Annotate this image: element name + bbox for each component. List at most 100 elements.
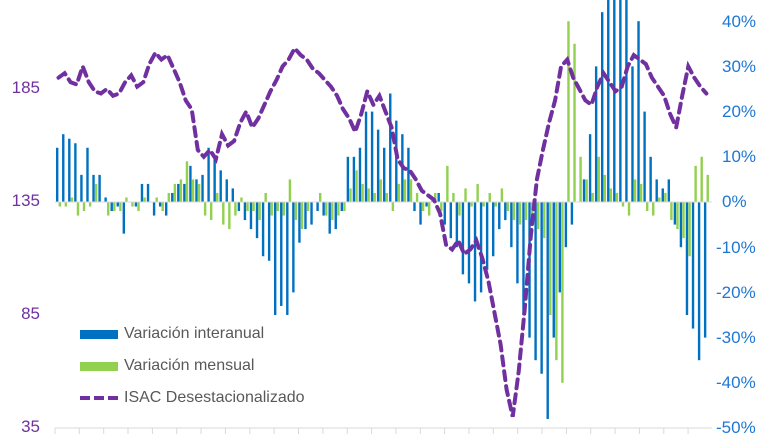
series-variacion-mensual xyxy=(58,21,709,383)
bar xyxy=(609,188,613,202)
bar xyxy=(294,202,298,221)
right-axis-tick-10: 10% xyxy=(722,147,757,166)
bar xyxy=(395,120,398,202)
bar xyxy=(203,202,207,216)
bar xyxy=(413,202,416,212)
bar xyxy=(74,143,77,202)
bar xyxy=(603,174,606,202)
bar xyxy=(506,202,510,212)
right-axis-tick-30: 30% xyxy=(722,57,757,76)
bar xyxy=(331,202,334,221)
bar xyxy=(282,202,286,216)
bar xyxy=(652,202,655,216)
bar xyxy=(619,0,622,202)
bar xyxy=(298,202,301,243)
bar xyxy=(594,66,598,203)
bar xyxy=(415,192,419,202)
bar xyxy=(661,188,664,202)
bar xyxy=(561,202,564,383)
bar xyxy=(76,202,80,216)
bar xyxy=(246,202,249,212)
legend-dash-isac xyxy=(80,396,118,400)
bar xyxy=(464,188,467,202)
bar xyxy=(467,202,471,284)
bar xyxy=(280,202,283,306)
bar xyxy=(252,202,255,212)
bar xyxy=(670,202,673,221)
bar xyxy=(270,202,273,216)
bar xyxy=(195,179,198,202)
bar xyxy=(286,202,289,315)
bar xyxy=(679,202,683,248)
bar xyxy=(216,192,219,202)
bar xyxy=(555,202,558,361)
bar xyxy=(222,202,225,225)
bar xyxy=(337,202,340,216)
bar xyxy=(328,202,331,234)
bar xyxy=(346,156,350,202)
bar xyxy=(389,93,392,202)
bar xyxy=(152,202,156,216)
bar xyxy=(249,202,253,230)
bar xyxy=(518,202,522,225)
bar xyxy=(219,170,222,202)
bar xyxy=(512,202,516,221)
bar xyxy=(373,192,376,202)
bar xyxy=(88,202,92,207)
bar xyxy=(349,188,352,202)
bar xyxy=(201,174,204,202)
bar xyxy=(667,179,671,202)
bar xyxy=(558,202,562,293)
bar xyxy=(676,202,679,230)
bar xyxy=(116,202,119,207)
bar xyxy=(455,202,459,248)
bar xyxy=(694,165,697,202)
bar xyxy=(504,202,507,221)
bar xyxy=(228,202,231,230)
bar xyxy=(567,21,570,203)
bar xyxy=(340,202,344,212)
bar xyxy=(173,183,177,202)
bar xyxy=(510,202,513,248)
bar xyxy=(570,202,574,225)
bar xyxy=(397,183,401,202)
bar xyxy=(367,188,370,202)
right-axis-tick-minus50: -50% xyxy=(716,418,756,437)
bar xyxy=(68,138,71,202)
bar xyxy=(197,183,201,202)
bar xyxy=(522,202,525,315)
bar xyxy=(292,202,295,293)
bar xyxy=(376,129,380,202)
bar xyxy=(300,202,304,230)
bar xyxy=(637,21,640,203)
bar xyxy=(64,202,68,207)
bar xyxy=(682,202,685,239)
bar xyxy=(540,202,543,374)
bar xyxy=(316,202,319,212)
bar xyxy=(379,179,382,202)
bar xyxy=(573,43,576,202)
left-axis-tick-185: 185 xyxy=(11,78,40,97)
legend-item-isac: ISAC Desestacionalizado xyxy=(80,382,305,414)
bar xyxy=(485,202,489,270)
bar xyxy=(615,192,619,202)
bar xyxy=(536,202,540,230)
bar xyxy=(274,202,277,315)
right-axis-tick-40: 40% xyxy=(722,12,757,31)
legend-label: ISAC Desestacionalizado xyxy=(124,389,305,406)
legend: Variación interanual Variación mensual I… xyxy=(80,318,305,414)
right-axis-tick-minus20: -20% xyxy=(716,283,756,302)
bar xyxy=(524,202,528,221)
bar xyxy=(343,202,346,212)
bar xyxy=(473,202,477,302)
bar xyxy=(697,202,701,361)
bar xyxy=(62,134,65,202)
bar xyxy=(171,192,174,202)
bar xyxy=(552,202,555,338)
bar xyxy=(470,202,473,207)
bar xyxy=(110,202,113,212)
bar xyxy=(627,202,631,216)
bar xyxy=(549,202,552,315)
bar xyxy=(107,202,110,216)
bar xyxy=(125,197,128,202)
